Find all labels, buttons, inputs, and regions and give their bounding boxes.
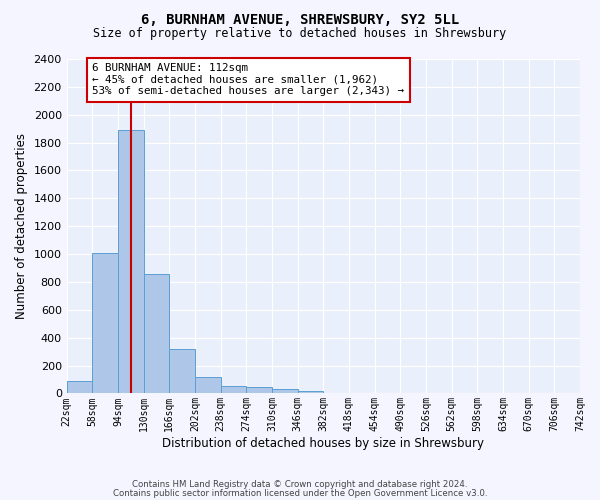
Bar: [92, 252, 118, 394]
Text: Contains public sector information licensed under the Open Government Licence v3: Contains public sector information licen…: [113, 490, 487, 498]
Text: 6, BURNHAM AVENUE, SHREWSBURY, SY2 5LL: 6, BURNHAM AVENUE, SHREWSBURY, SY2 5LL: [141, 12, 459, 26]
Bar: [169, 349, 195, 394]
Bar: [221, 386, 247, 394]
X-axis label: Distribution of detached houses by size in Shrewsbury: Distribution of detached houses by size …: [163, 437, 484, 450]
Bar: [118, 130, 143, 394]
Bar: [247, 387, 272, 394]
Bar: [67, 381, 92, 394]
Bar: [195, 378, 221, 394]
Bar: [298, 390, 323, 394]
Text: Size of property relative to detached houses in Shrewsbury: Size of property relative to detached ho…: [94, 28, 506, 40]
Text: Contains HM Land Registry data © Crown copyright and database right 2024.: Contains HM Land Registry data © Crown c…: [132, 480, 468, 489]
Bar: [143, 274, 169, 394]
Bar: [272, 389, 298, 394]
Y-axis label: Number of detached properties: Number of detached properties: [15, 133, 28, 319]
Text: 6 BURNHAM AVENUE: 112sqm
← 45% of detached houses are smaller (1,962)
53% of sem: 6 BURNHAM AVENUE: 112sqm ← 45% of detach…: [92, 63, 404, 96]
